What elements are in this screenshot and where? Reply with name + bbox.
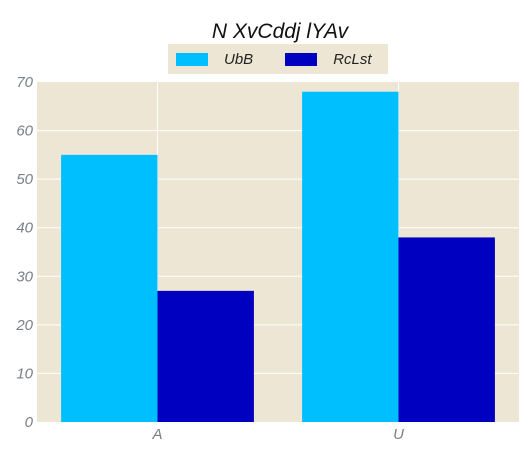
bar-rclst-u xyxy=(398,237,495,422)
y-tick-label-2: 20 xyxy=(15,317,33,334)
legend-swatch-series-1 xyxy=(176,52,208,66)
x-tick-label-1: U xyxy=(393,426,404,443)
y-tick-label-7: 70 xyxy=(16,74,33,91)
legend-item-series-1: UbB xyxy=(176,51,253,68)
bar-ubb-a xyxy=(61,154,158,422)
bar-rclst-a xyxy=(157,290,254,422)
y-tick-label-0: 0 xyxy=(25,414,34,431)
y-tick-label-1: 10 xyxy=(16,365,33,382)
chart-title: N XvCddj lYAv xyxy=(211,20,349,43)
bar-ubb-u xyxy=(302,91,399,422)
legend-label-series-2: RcLst xyxy=(333,50,372,68)
x-tick-label-0: A xyxy=(151,426,162,443)
legend-label-series-1: UbB xyxy=(224,50,254,68)
y-tick-label-5: 50 xyxy=(16,171,33,188)
legend-swatch-series-2 xyxy=(285,52,318,66)
y-tick-label-4: 40 xyxy=(16,220,33,237)
legend: UbB RcLst xyxy=(168,44,388,74)
legend-item-series-2: RcLst xyxy=(285,50,372,68)
y-tick-label-3: 30 xyxy=(16,268,33,285)
y-tick-label-6: 60 xyxy=(16,123,33,140)
